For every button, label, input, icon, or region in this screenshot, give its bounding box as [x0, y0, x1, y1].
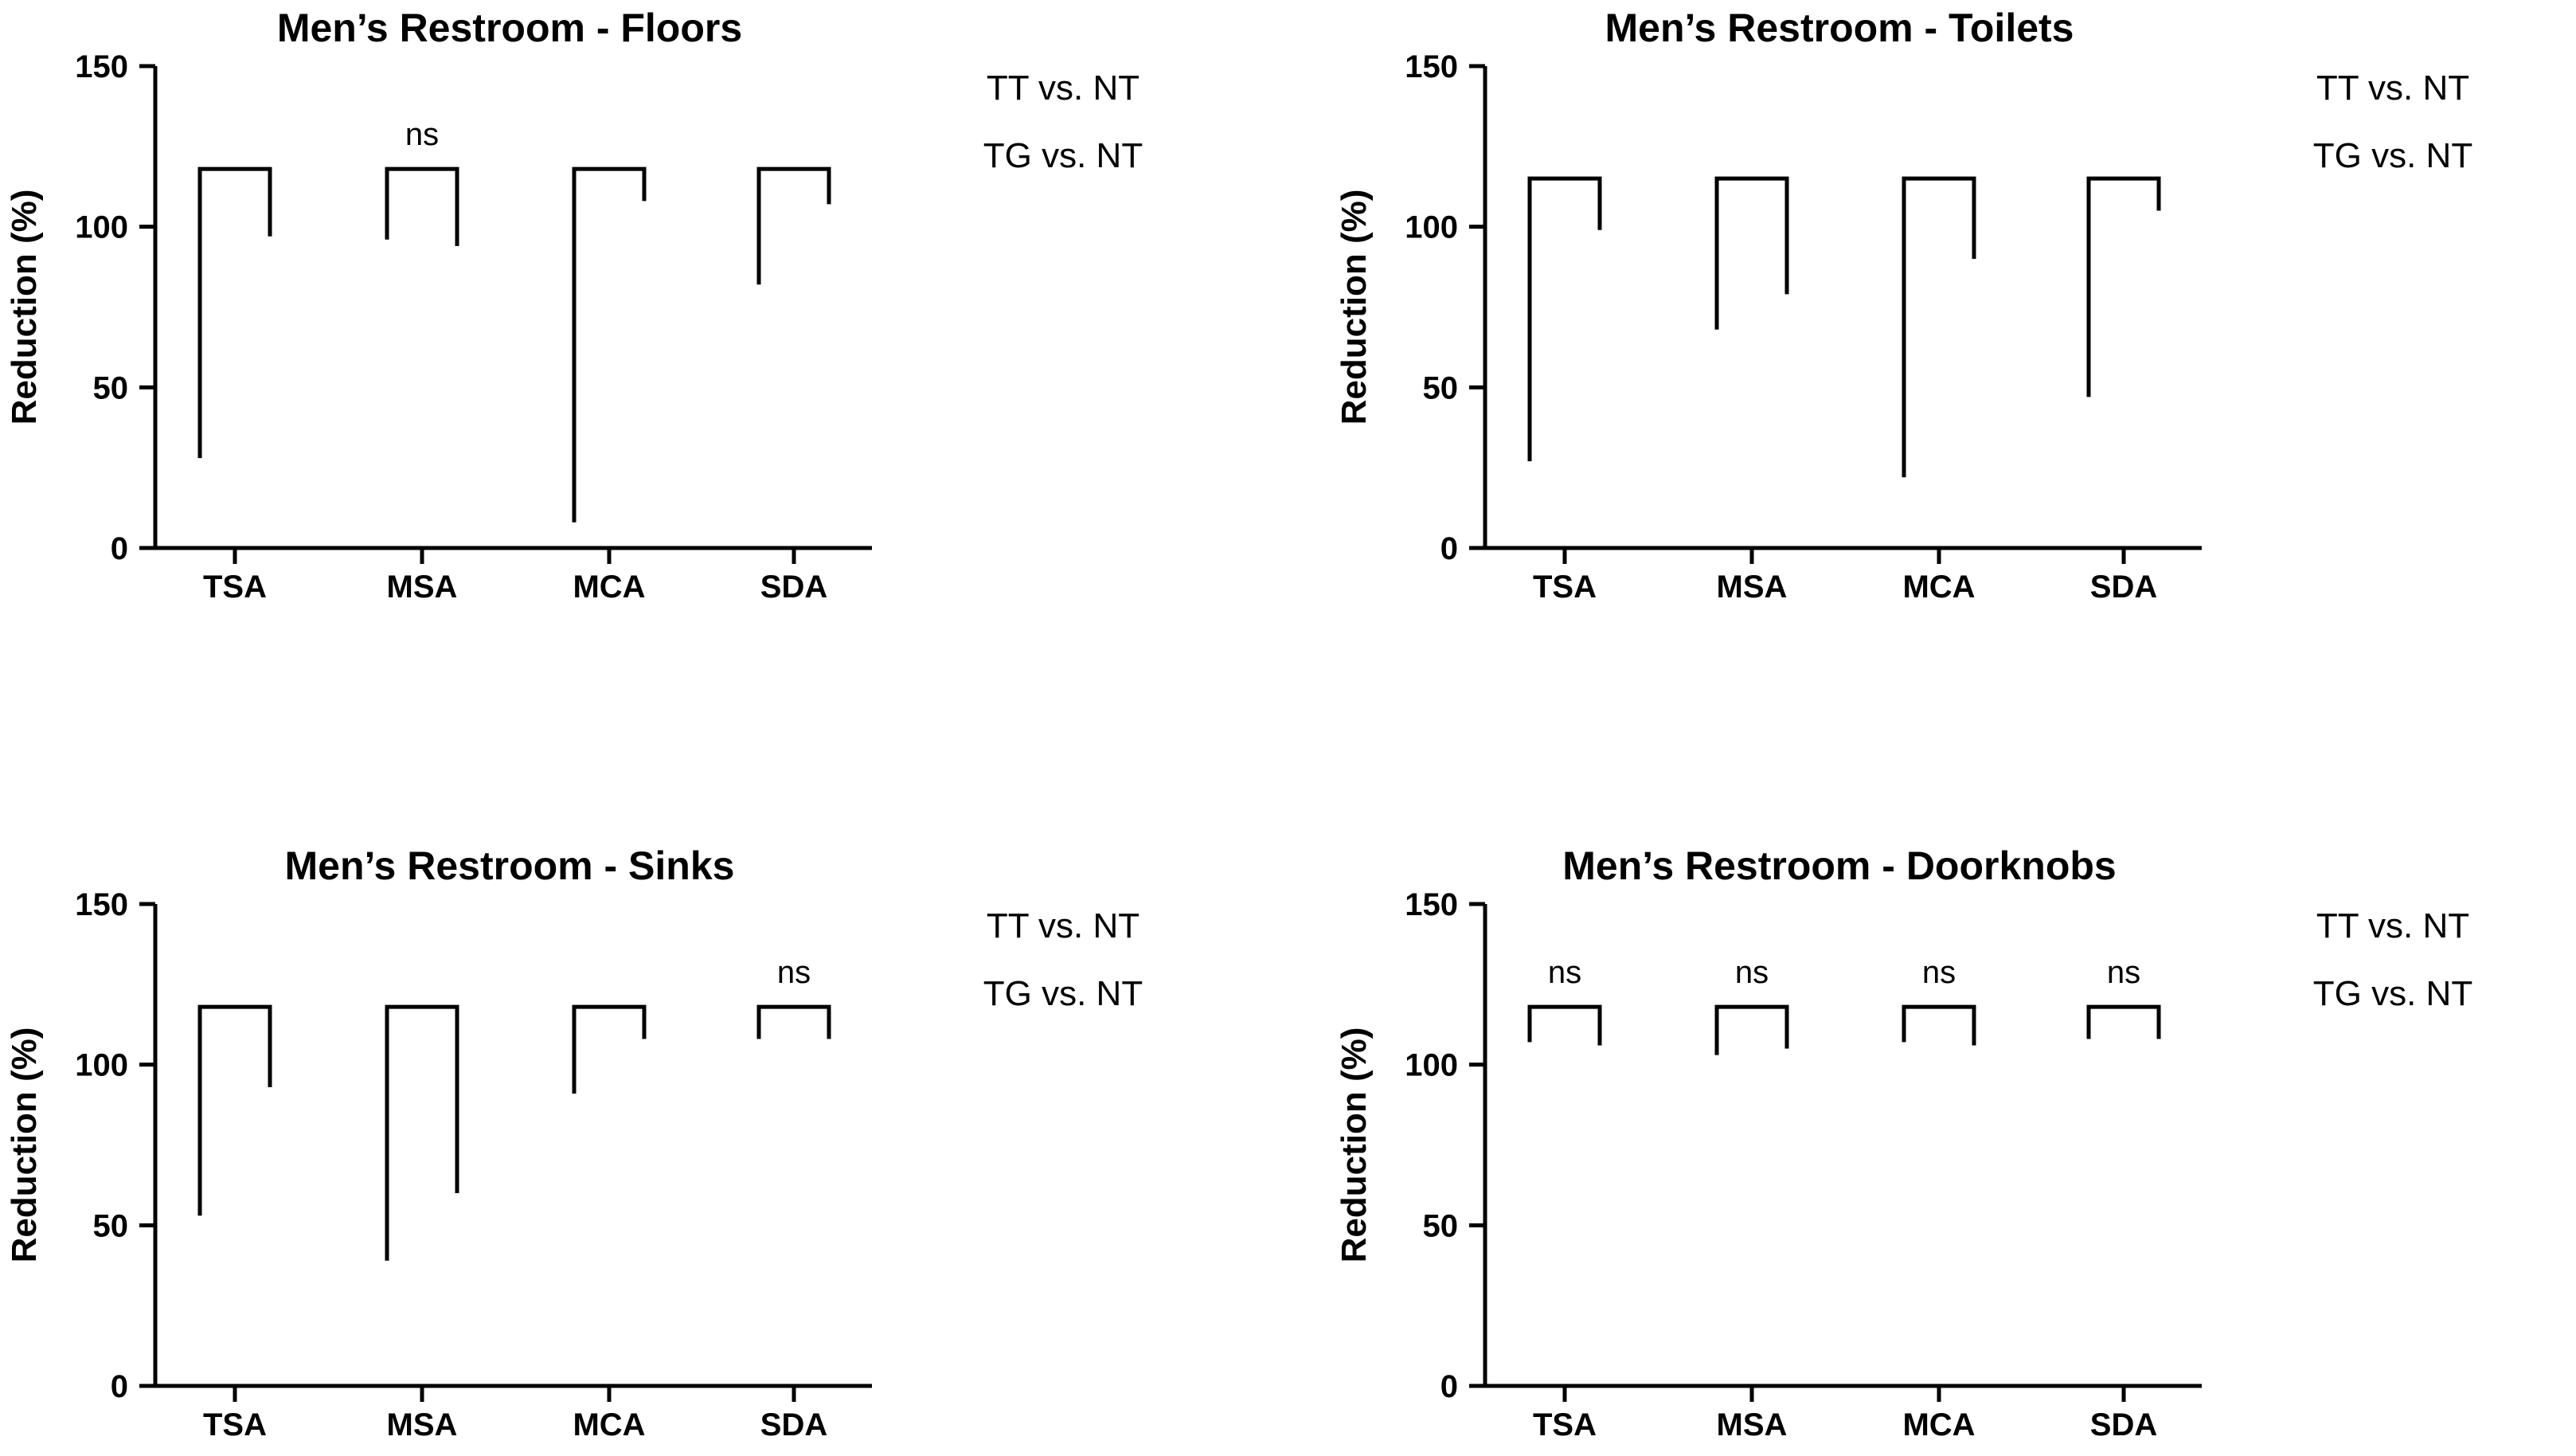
significance-bracket-sda	[2086, 1004, 2161, 1039]
significance-bracket-tsa	[1527, 1004, 1602, 1046]
y-tick-label: 100	[75, 1048, 128, 1083]
x-tick-label: TSA	[1533, 1407, 1597, 1442]
y-tick-label: 100	[1405, 210, 1458, 245]
y-tick-label: 150	[1405, 887, 1458, 922]
x-tick-label: TSA	[1533, 569, 1597, 605]
axis-lines	[153, 904, 872, 1388]
y-axis-label: Reduction (%)	[5, 1027, 44, 1263]
legend-entry: TG vs. NT	[983, 136, 1143, 175]
y-tick-label: 0	[1440, 531, 1458, 566]
y-tick-label: 150	[1405, 49, 1458, 84]
chart-panel-3: Men’s Restroom - Sinks Reduction (%) 0 50 10…	[5, 843, 1143, 1442]
y-tick-label: 50	[1423, 1208, 1459, 1243]
y-tick-label: 0	[111, 531, 128, 566]
x-tick-label: TSA	[203, 1407, 267, 1442]
axis-lines	[153, 66, 872, 550]
significance-bracket-sda	[756, 1004, 831, 1039]
significance-bracket-tsa	[197, 166, 272, 459]
significance-bracket-tsa	[1527, 176, 1602, 462]
legend-entry: TG vs. NT	[983, 974, 1143, 1013]
significance-bracket-msa	[385, 1004, 459, 1261]
significance-label: ns	[777, 955, 811, 990]
significance-bracket-msa	[1714, 176, 1789, 330]
x-tick-label: TSA	[203, 569, 267, 605]
significance-bracket-mca	[1902, 176, 1976, 478]
significance-bracket-msa	[1714, 1004, 1789, 1055]
significance-label: ns	[1922, 955, 1956, 990]
legend-entry: TT vs. NT	[2316, 906, 2469, 945]
x-tick-label: MSA	[1717, 1407, 1788, 1442]
significance-label: ns	[2107, 955, 2140, 990]
x-tick-label: MCA	[1902, 569, 1975, 605]
chart-panel-2: Men’s Restroom - Toilets Reduction (%) 0 50…	[1335, 6, 2472, 605]
y-tick-label: 100	[75, 210, 128, 245]
x-tick-label: MCA	[573, 1407, 645, 1442]
legend-entry: TT vs. NT	[2316, 68, 2469, 108]
x-tick-label: MSA	[1717, 569, 1788, 605]
x-tick-label: SDA	[760, 569, 827, 605]
legend-entry: TT vs. NT	[987, 68, 1139, 108]
x-tick-label: MSA	[387, 569, 458, 605]
legend-entry: TG vs. NT	[2313, 136, 2472, 175]
y-tick-label: 50	[93, 370, 129, 405]
chart-panel-1: Men’s Restroom - Floors Reduction (%) 0 50 1…	[5, 6, 1143, 605]
chart-title: Men’s Restroom - Sinks	[285, 843, 735, 888]
significance-bracket-sda	[756, 166, 831, 285]
y-tick-label: 0	[111, 1369, 128, 1404]
y-axis-label: Reduction (%)	[1335, 1027, 1374, 1263]
x-tick-label: SDA	[2090, 569, 2157, 605]
significance-bracket-tsa	[197, 1004, 272, 1216]
y-tick-label: 50	[93, 1208, 129, 1243]
axis-lines	[1483, 66, 2202, 550]
axis-lines	[1483, 904, 2202, 1388]
y-axis-label: Reduction (%)	[1335, 190, 1374, 425]
chart-title: Men’s Restroom - Toilets	[1605, 6, 2074, 50]
x-tick-label: SDA	[2090, 1407, 2157, 1442]
chart-title: Men’s Restroom - Floors	[277, 6, 742, 50]
significance-label: ns	[1735, 955, 1769, 990]
y-tick-label: 100	[1405, 1048, 1458, 1083]
significance-bracket-mca	[1902, 1004, 1976, 1046]
legend-entry: TG vs. NT	[2313, 974, 2472, 1013]
significance-label: ns	[405, 117, 439, 152]
x-tick-label: MSA	[387, 1407, 458, 1442]
significance-bracket-msa	[385, 166, 459, 246]
chart-title: Men’s Restroom - Doorknobs	[1562, 843, 2116, 888]
x-tick-label: MCA	[573, 569, 645, 605]
x-tick-label: SDA	[760, 1407, 827, 1442]
significance-label: ns	[1548, 955, 1581, 990]
y-tick-label: 0	[1440, 1369, 1458, 1404]
chart-panel-4: Men’s Restroom - Doorknobs Reduction (%) 0…	[1335, 843, 2472, 1442]
y-tick-label: 50	[1423, 370, 1459, 405]
y-axis-label: Reduction (%)	[5, 190, 44, 425]
significance-bracket-mca	[572, 166, 647, 523]
y-tick-label: 150	[75, 49, 128, 84]
x-tick-label: MCA	[1902, 1407, 1975, 1442]
y-tick-label: 150	[75, 887, 128, 922]
significance-bracket-mca	[572, 1004, 647, 1094]
legend-entry: TT vs. NT	[987, 906, 1139, 945]
significance-bracket-sda	[2086, 176, 2161, 397]
